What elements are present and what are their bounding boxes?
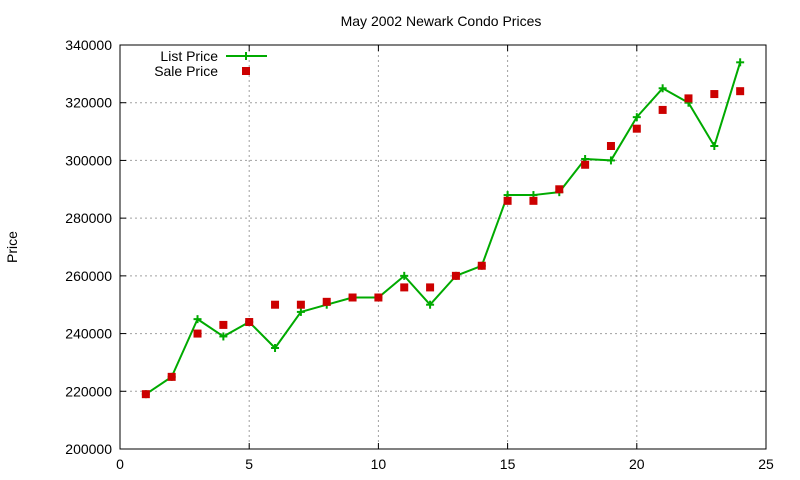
y-tick-label: 320000 (65, 95, 112, 111)
y-tick-label: 260000 (65, 268, 112, 284)
legend: List Price Sale Price (154, 48, 267, 79)
sale-price-point (193, 329, 202, 338)
list-price-point (606, 156, 615, 165)
legend-marker-sale-price (242, 67, 250, 75)
gridlines (120, 45, 766, 449)
x-tick-label: 25 (758, 456, 774, 472)
y-tick-label: 200000 (65, 441, 112, 457)
x-tick-label: 15 (500, 456, 516, 472)
sale-price-point (555, 185, 564, 194)
series-line-list-price (145, 62, 742, 396)
list-price-point (271, 344, 280, 352)
axis-ticks (119, 44, 767, 450)
sale-price-point (400, 283, 409, 292)
y-tick-label: 300000 (65, 152, 112, 168)
sale-price-point (529, 196, 538, 205)
sale-price-point (348, 293, 357, 302)
list-price-point (426, 300, 435, 309)
legend-marker-list-price (242, 52, 250, 60)
y-tick-label: 220000 (65, 383, 112, 399)
x-tick-label: 10 (371, 456, 387, 472)
sale-price-point (658, 105, 667, 114)
sale-price-point (141, 390, 150, 399)
sale-price-point (503, 196, 512, 205)
list-price-point (736, 58, 745, 67)
list-price-point (658, 84, 667, 93)
list-price-point (193, 315, 202, 324)
sale-price-point (245, 318, 254, 327)
sale-price-point (426, 283, 435, 292)
y-tick-label: 240000 (65, 326, 112, 342)
series-layer (141, 58, 745, 399)
sale-price-point (451, 271, 460, 280)
y-tick-labels: 200000 220000 240000 260000 280000 300000 3200… (65, 37, 112, 457)
sale-price-point (606, 142, 615, 150)
list-price-point (219, 332, 228, 341)
x-tick-label: 5 (245, 456, 253, 472)
sale-price-point (219, 320, 228, 329)
sale-price-point (296, 300, 305, 309)
sale-price-point (581, 160, 590, 169)
sale-price-point (167, 372, 176, 381)
legend-label-sale-price: Sale Price (154, 63, 218, 79)
y-tick-label: 280000 (65, 210, 112, 226)
plot-frame (119, 44, 767, 450)
sale-price-point (374, 293, 383, 302)
sale-price-point (322, 297, 331, 306)
chart-title: May 2002 Newark Condo Prices (341, 13, 542, 29)
legend-label-list-price: List Price (160, 48, 218, 64)
y-tick-label: 340000 (65, 37, 112, 53)
x-tick-labels: 0 5 10 15 20 25 (116, 456, 774, 472)
sale-price-point (632, 124, 641, 133)
sale-price-point (684, 94, 693, 103)
sale-price-point (271, 300, 280, 309)
sale-price-point (710, 90, 719, 99)
list-price-point (400, 271, 409, 280)
list-price-point (710, 142, 719, 150)
list-price-point (296, 307, 305, 316)
sale-price-point (736, 87, 745, 96)
y-axis-label: Price (4, 231, 20, 263)
list-price-point (632, 113, 641, 122)
x-tick-label: 20 (629, 456, 645, 472)
x-tick-label: 0 (116, 456, 124, 472)
sale-price-point (477, 261, 486, 270)
